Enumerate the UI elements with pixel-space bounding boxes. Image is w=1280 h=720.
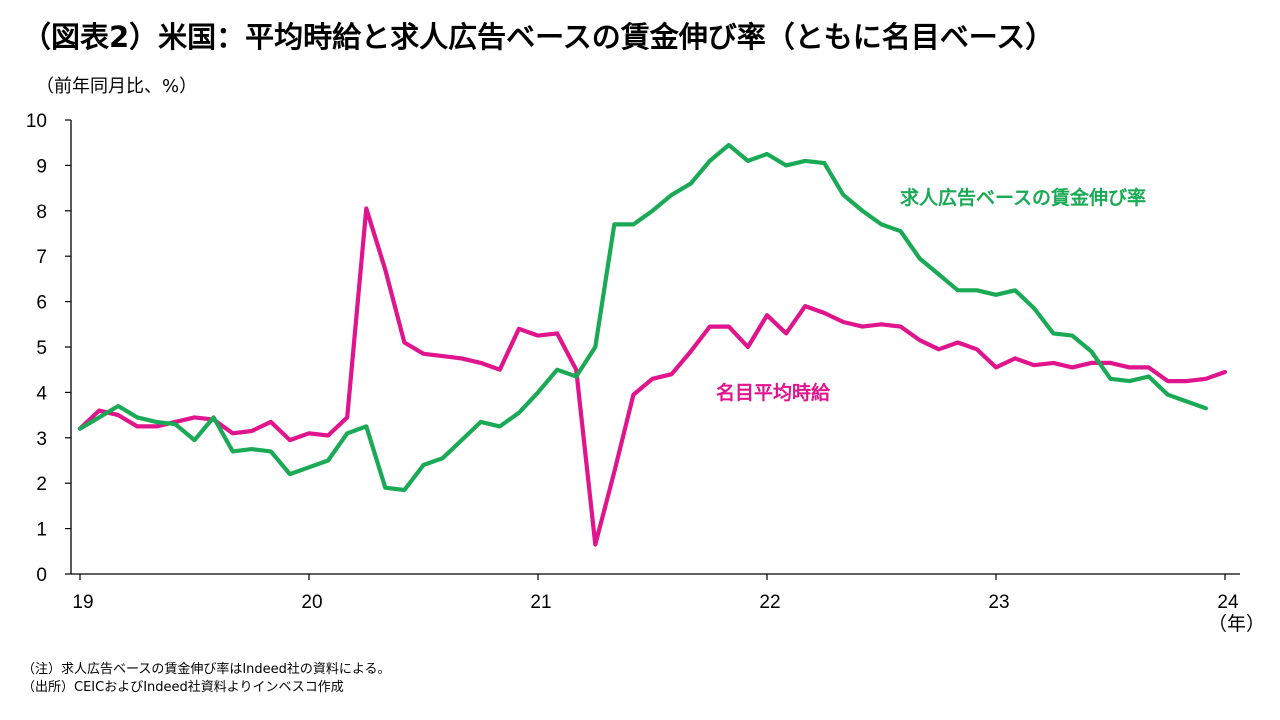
source-line: （出所）CEICおよびIndeed社資料よりインベスコ作成 bbox=[22, 680, 344, 695]
series-label-wage: 名目平均時給 bbox=[716, 381, 831, 404]
y-tick-label: 8 bbox=[36, 202, 47, 223]
x-tick-label: 19 bbox=[72, 592, 93, 613]
y-tick-label: 2 bbox=[36, 474, 47, 495]
y-unit-label: （前年同月比、%） bbox=[36, 76, 198, 97]
series-label-indeed: 求人広告ベースの賃金伸び率 bbox=[900, 186, 1146, 209]
y-tick-label: 6 bbox=[36, 293, 47, 314]
y-tick-label: 3 bbox=[36, 429, 47, 450]
series-line-wage bbox=[77, 206, 1228, 547]
x-tick-label: 21 bbox=[530, 592, 551, 613]
notes: （注）求人広告ベースの賃金伸び率はIndeed社の資料による。 （出所）CEIC… bbox=[22, 661, 391, 697]
y-tick-label: 1 bbox=[36, 520, 47, 541]
y-tick-label: 5 bbox=[36, 338, 47, 359]
chart-title: （図表2）米国：平均時給と求人広告ベースの賃金伸び率（ともに名目ベース） bbox=[22, 20, 1055, 54]
y-tick-label: 0 bbox=[36, 565, 47, 586]
note-line: （注）求人広告ベースの賃金伸び率はIndeed社の資料による。 bbox=[22, 662, 391, 677]
series-line-indeed bbox=[77, 142, 1209, 493]
y-tick-label: 9 bbox=[36, 156, 47, 177]
x-tick-label: 20 bbox=[301, 592, 322, 613]
y-tick-label: 4 bbox=[36, 383, 47, 404]
x-tick-label: 24 bbox=[1217, 592, 1239, 613]
x-tick-label: 22 bbox=[759, 592, 780, 613]
y-tick-label: 7 bbox=[36, 247, 47, 268]
x-unit-label: （年） bbox=[1208, 613, 1265, 635]
y-tick-label: 10 bbox=[26, 111, 47, 132]
x-tick-label: 23 bbox=[988, 592, 1009, 613]
